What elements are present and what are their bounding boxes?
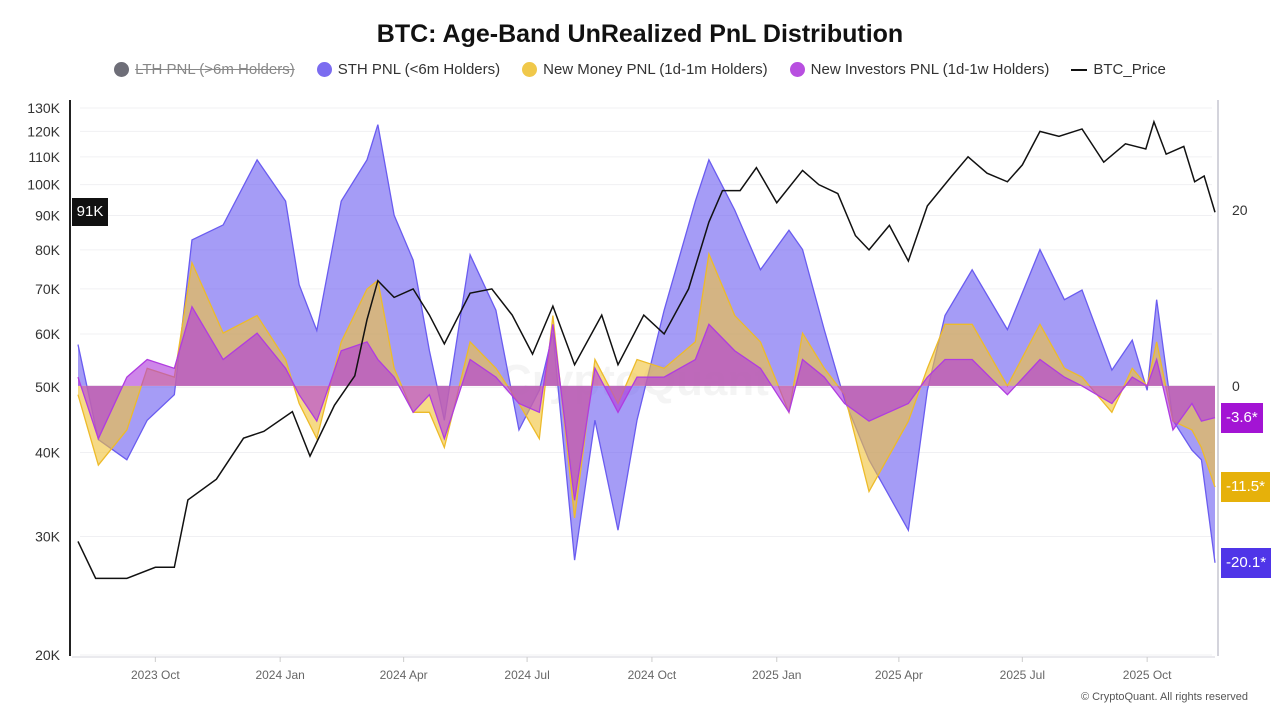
btc-price-line (77, 119, 1216, 580)
x-tick-label: 2025 Jan (752, 668, 801, 682)
legend-marker (316, 62, 332, 77)
legend-marker (522, 62, 538, 77)
left-axis-ticks: 130K 120K 110K 100K 90K 80K 70K 60K 50K 40K 30K 20K (27, 100, 60, 663)
left-tick-label: 130K (27, 100, 60, 116)
left-tick-label: 40K (35, 444, 61, 460)
chart-title: BTC: Age-Band UnRealized PnL Distributio… (376, 20, 904, 48)
right-tick-label: 20 (1232, 202, 1248, 218)
last-value-badge: -11.5* (1221, 472, 1270, 503)
x-axis-ticks: 2023 Oct 2024 Jan 2024 Apr 2024 Jul 2024 Oct… (131, 657, 1172, 682)
pnl-areas (77, 124, 1216, 563)
current-price-badge: 91K (72, 198, 108, 226)
legend-item-lth-pnl[interactable]: LTH PNL (>6m Holders) (114, 61, 295, 78)
area-0 (78, 124, 1215, 563)
x-tick-label: 2025 Jul (1000, 668, 1045, 682)
left-tick-label: 30K (35, 529, 61, 545)
legend-marker (1071, 68, 1088, 71)
legend-marker (789, 62, 805, 77)
x-tick-label: 2024 Oct (628, 668, 677, 682)
last-value-badge: -20.1* (1221, 547, 1272, 578)
left-tick-label: 60K (35, 326, 61, 342)
x-tick-label: 2024 Jul (504, 668, 549, 682)
left-tick-label: 50K (35, 379, 61, 395)
legend-label: LTH PNL (>6m Holders) (135, 61, 295, 78)
legend-label: New Investors PNL (1d-1w Holders) (810, 61, 1050, 78)
copyright-credit: © CryptoQuant. All rights reserved (1080, 691, 1248, 703)
legend-label: STH PNL (<6m Holders) (337, 61, 501, 78)
left-tick-label: 100K (27, 177, 60, 193)
legend-item-sth-pnl[interactable]: STH PNL (<6m Holders) (316, 61, 501, 78)
left-tick-label: 70K (35, 281, 61, 297)
left-tick-label: 20K (35, 647, 61, 663)
legend-item-new-investors-pnl[interactable]: New Investors PNL (1d-1w Holders) (789, 61, 1050, 78)
legend-item-btc-price[interactable]: BTC_Price (1071, 61, 1166, 78)
left-tick-label: 80K (35, 242, 61, 258)
x-tick-label: 2025 Oct (1123, 668, 1172, 682)
price-line-group (77, 119, 1216, 580)
area-2 (78, 306, 1215, 501)
x-tick-label: 2024 Apr (380, 668, 428, 682)
left-tick-label: 110K (28, 149, 60, 165)
x-tick-label: 2023 Oct (131, 668, 180, 682)
legend-label: BTC_Price (1093, 61, 1166, 78)
legend-label: New Money PNL (1d-1m Holders) (543, 61, 768, 78)
legend-marker (114, 62, 130, 77)
left-tick-label: 90K (35, 207, 61, 223)
x-tick-label: 2024 Jan (255, 668, 304, 682)
last-value-badge: -3.6* (1221, 402, 1263, 433)
right-tick-label: 0 (1232, 378, 1240, 394)
right-axis-ticks: 20 0 (1232, 202, 1248, 394)
left-tick-label: 120K (27, 123, 60, 139)
legend-item-new-money-pnl[interactable]: New Money PNL (1d-1m Holders) (522, 61, 768, 78)
x-tick-label: 2025 Apr (875, 668, 923, 682)
legend: LTH PNL (>6m Holders) STH PNL (<6m Holde… (0, 61, 1280, 78)
